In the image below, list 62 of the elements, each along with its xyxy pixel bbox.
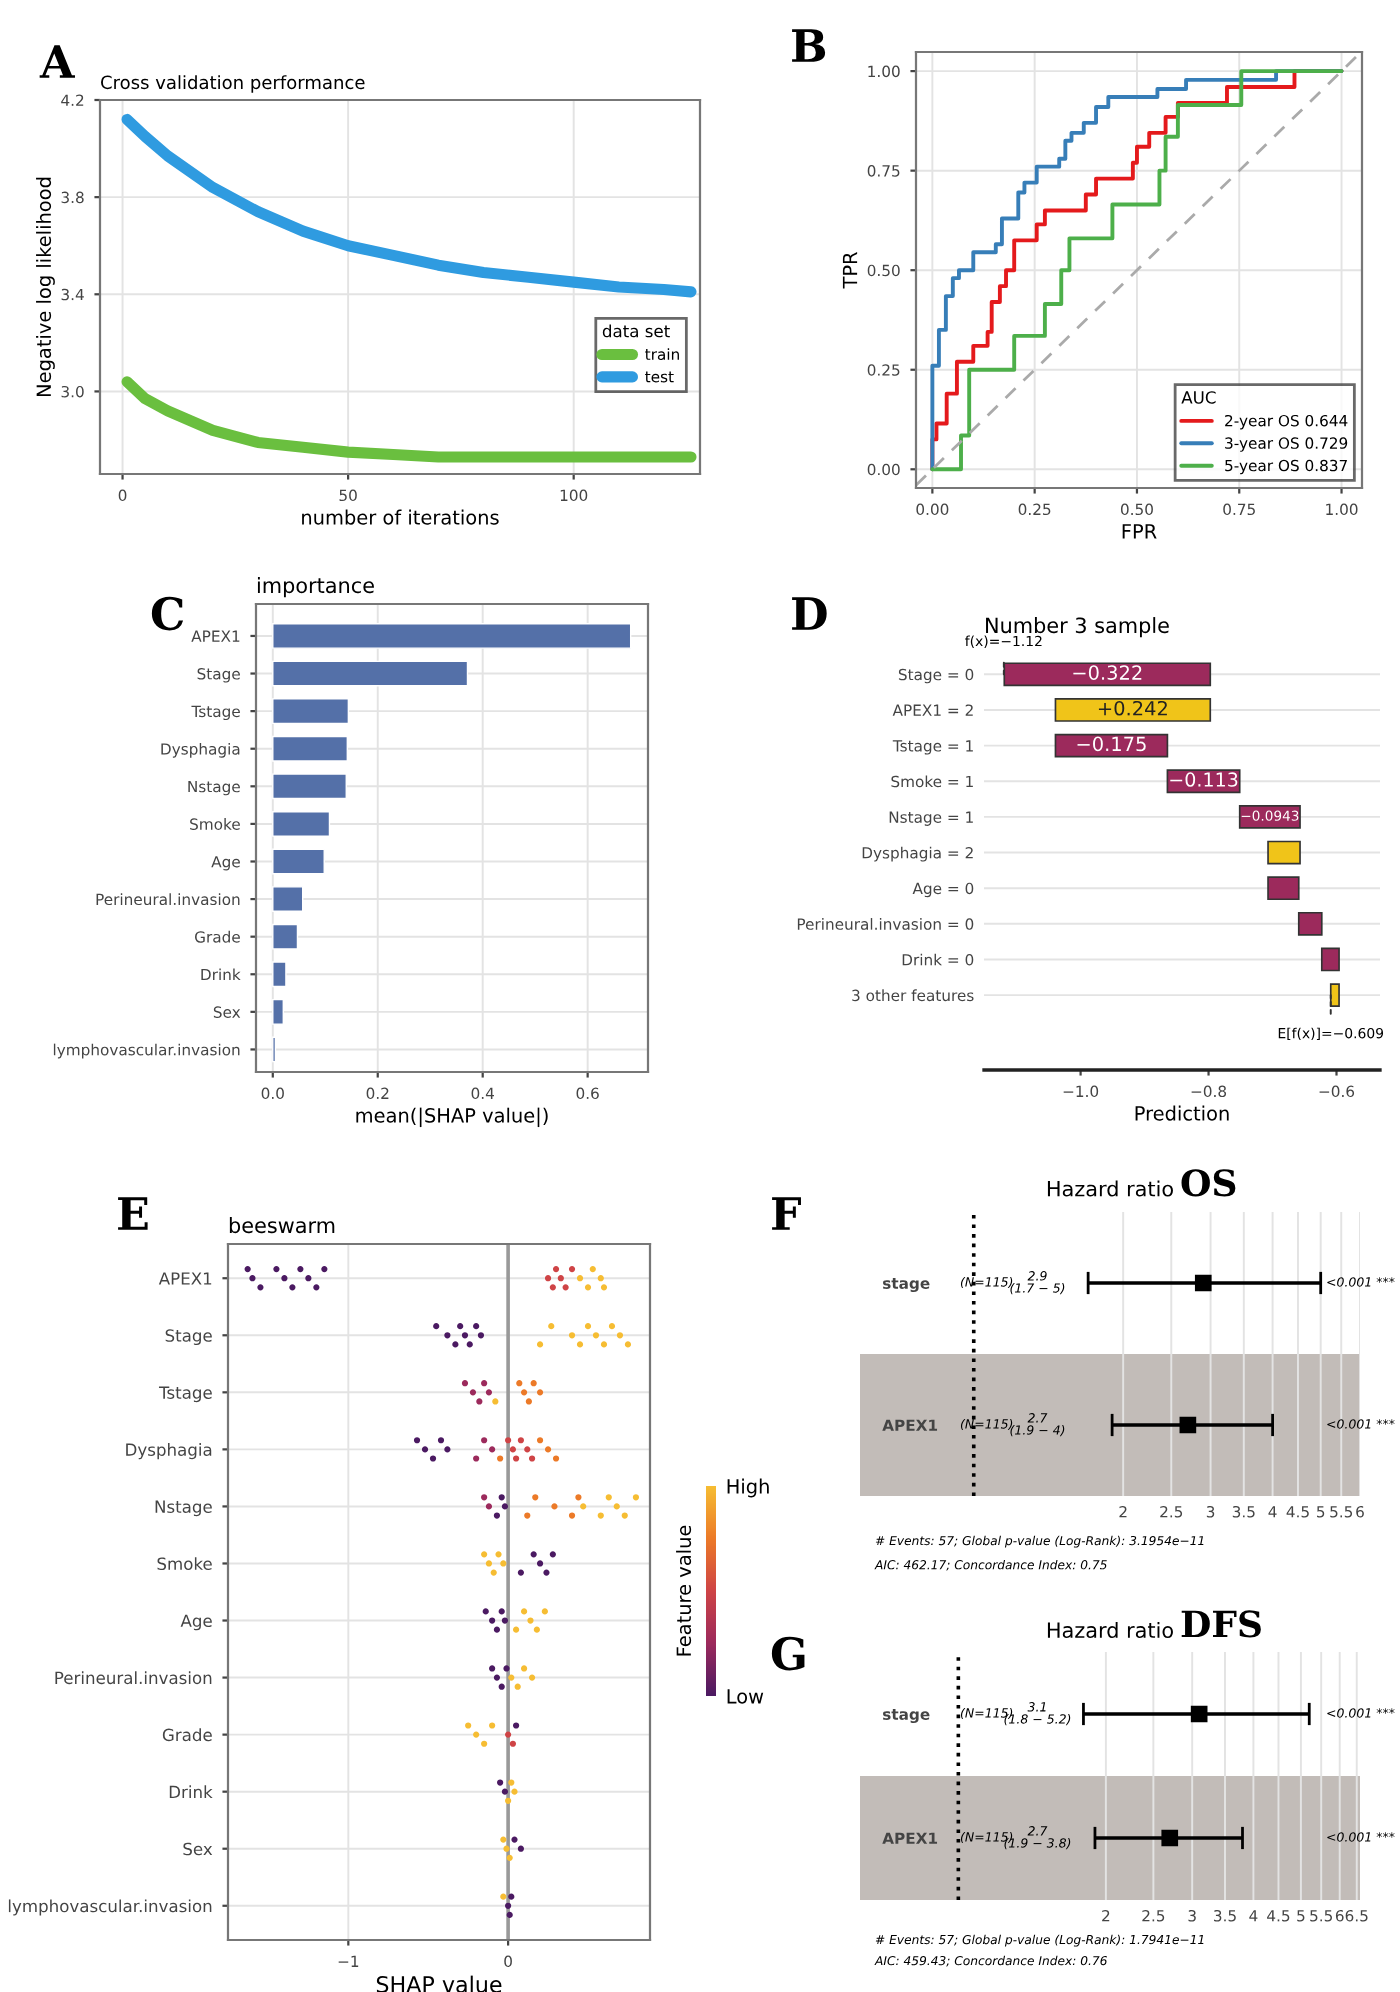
- chart-title: beeswarm: [229, 1217, 335, 1234]
- bar: [272, 998, 284, 1025]
- color-bar-label: Low: [727, 1689, 764, 1704]
- bar: [272, 810, 331, 837]
- bar: [272, 961, 287, 988]
- x-axis-title: FPR: [1122, 524, 1157, 539]
- bar: [1297, 911, 1323, 936]
- legend-title: data set: [602, 324, 670, 338]
- bar: [272, 698, 350, 725]
- chart-title: importance: [257, 577, 374, 598]
- chart-title: Cross validation performance: [101, 75, 365, 93]
- text: F: [772, 1197, 801, 1230]
- bar: [272, 735, 349, 762]
- y-axis-title: TPR: [842, 252, 858, 289]
- y-tick-label: Tstage: [158, 1386, 212, 1403]
- bar: [1003, 662, 1212, 687]
- text: G: [771, 1636, 805, 1671]
- bar: [272, 623, 632, 649]
- text: A: [39, 45, 75, 78]
- chart-subtitle: OS: [1181, 1169, 1236, 1197]
- text: E: [118, 1197, 148, 1230]
- chart-title: Number 3 sample: [986, 617, 1169, 638]
- y-axis-title: Negative log likelihood: [36, 177, 55, 397]
- x-axis-title: Prediction: [1135, 1105, 1229, 1121]
- bar: [1054, 698, 1212, 722]
- chart-subtitle: DFS: [1181, 1610, 1261, 1638]
- bar: [1320, 947, 1340, 972]
- x-axis-title: mean(|SHAP value|): [356, 1107, 548, 1128]
- data-label: −0.322: [1073, 665, 1142, 680]
- y-tick-label: Perineural.invasion: [55, 1671, 212, 1685]
- data-label: −0.113: [1170, 772, 1238, 787]
- y-tick-label: lymphovascular.invasion: [8, 1899, 212, 1916]
- data-label: −0.175: [1077, 736, 1146, 752]
- chart-title: Hazard ratio: [1047, 1180, 1173, 1197]
- color-bar-title: Feature value: [676, 1525, 692, 1656]
- text: D: [792, 597, 827, 630]
- chart-title: Hazard ratio: [1047, 1621, 1173, 1639]
- y-tick-label: Nstage: [155, 1500, 212, 1517]
- y-tick-label: Stage: [165, 1329, 212, 1346]
- y-tick-label: APEX1: [158, 1272, 212, 1285]
- text: C: [151, 596, 184, 631]
- y-tick-label: Dysphagia: [126, 1443, 212, 1460]
- bar: [272, 848, 325, 875]
- bar: [272, 660, 469, 687]
- y-tick-label: Age: [180, 1614, 212, 1631]
- color-bar-label: High: [727, 1478, 769, 1498]
- bar: [1238, 805, 1301, 829]
- y-tick-label: Grade: [162, 1728, 212, 1742]
- bar: [272, 773, 347, 800]
- x-axis-title: number of iterations: [302, 509, 499, 525]
- y-tick-label: Drink: [169, 1785, 213, 1798]
- bar: [1329, 983, 1340, 1008]
- data-label: +0.242: [1098, 700, 1167, 716]
- bar: [272, 886, 304, 912]
- bar: [1267, 840, 1301, 865]
- text: B: [792, 29, 826, 62]
- bar: [272, 923, 299, 950]
- legend-title: AUC: [1181, 391, 1216, 404]
- bar: [1267, 876, 1300, 901]
- x-axis-title: SHAP value: [376, 1975, 502, 1992]
- y-tick-label: Sex: [183, 1842, 213, 1856]
- y-tick-label: Smoke: [157, 1557, 212, 1571]
